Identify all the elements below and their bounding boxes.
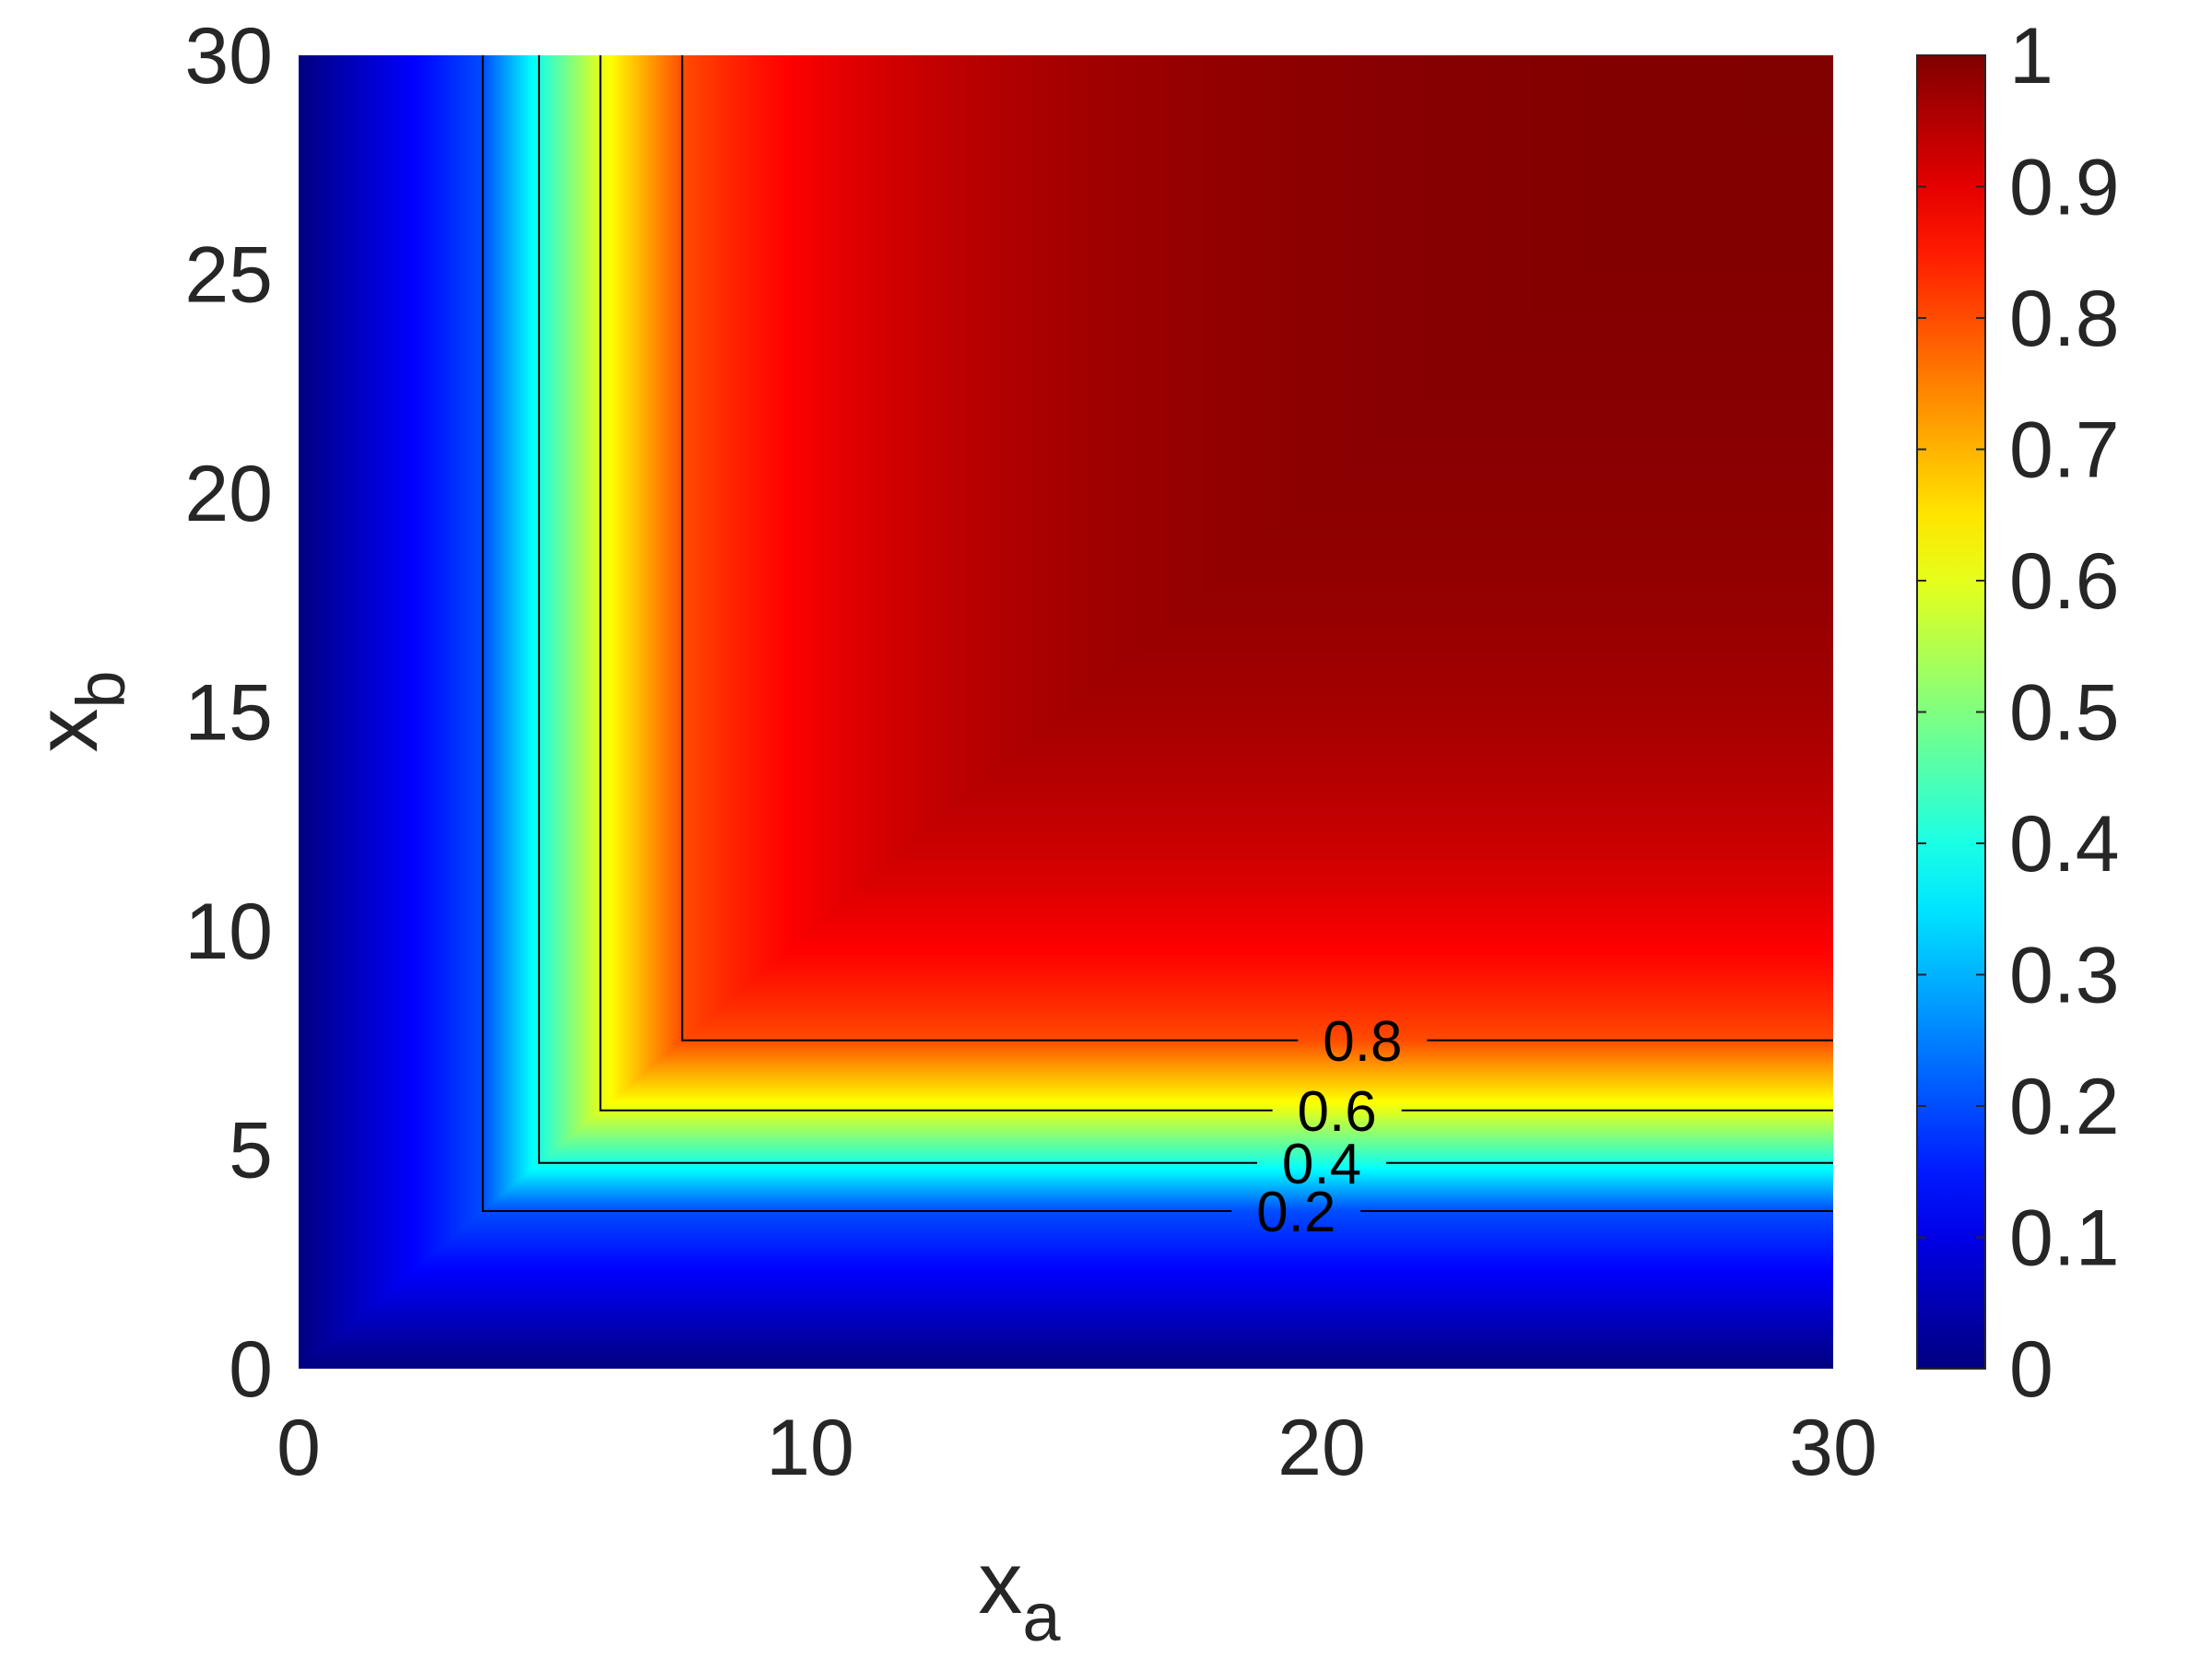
- x-axis-label: xa: [978, 1534, 1061, 1655]
- colorbar-tick-label: 0.6: [2009, 537, 2120, 626]
- y-tick-label: 5: [229, 1107, 273, 1195]
- y-tick-label: 15: [184, 669, 273, 758]
- y-axis-label: xb: [18, 670, 139, 752]
- colorbar-tick-label: 0.7: [2009, 406, 2120, 495]
- contour-lines: [481, 55, 1833, 1212]
- x-tick-label: 10: [766, 1404, 854, 1492]
- colorbar-gradient: [1916, 54, 1986, 1370]
- contour-line-0.8: [681, 55, 1833, 1041]
- contour-label-0.4: 0.4: [1282, 1133, 1361, 1196]
- contour-line-0.6: [599, 55, 1833, 1112]
- y-tick-label: 30: [184, 12, 273, 100]
- colorbar-tick-label: 0.3: [2009, 932, 2120, 1020]
- heatmap-image: [299, 55, 1833, 1369]
- contour-label-0.2: 0.2: [1256, 1181, 1335, 1244]
- y-tick-label: 20: [184, 450, 273, 538]
- x-tick-label: 20: [1277, 1404, 1366, 1492]
- contour-label-0.6: 0.6: [1298, 1080, 1377, 1144]
- colorbar-tick-label: 1: [2009, 12, 2053, 100]
- colorbar-tick-label: 0.4: [2009, 800, 2120, 888]
- y-tick-label: 25: [184, 231, 273, 320]
- x-tick-label: 0: [276, 1404, 321, 1492]
- colorbar-tick-label: 0.8: [2009, 275, 2120, 363]
- contour-label-0.8: 0.8: [1323, 1010, 1402, 1074]
- colorbar-tick-label: 0.9: [2009, 144, 2120, 232]
- colorbar-tick-label: 0: [2009, 1325, 2053, 1414]
- contour-line-0.2: [481, 55, 1833, 1212]
- contour-line-0.4: [537, 55, 1833, 1164]
- colorbar-ticks: 0 0.1 0.2 0.3 0.4 0.5 0.6 0.7 0.8 0.9 1: [1917, 12, 2120, 1414]
- y-axis-ticks: 0 5 10 15 20 25 30: [184, 12, 273, 1414]
- colorbar: 0 0.1 0.2 0.3 0.4 0.5 0.6 0.7 0.8 0.9 1: [1916, 12, 2120, 1414]
- x-axis-ticks: 0 10 20 30: [276, 1404, 1877, 1492]
- y-tick-label: 10: [184, 888, 273, 976]
- colorbar-tick-label: 0.5: [2009, 669, 2120, 758]
- contour-labels: 0.20.40.60.8: [1256, 1010, 1402, 1244]
- plot-area-frame: [299, 55, 1833, 1369]
- colorbar-tick-label: 0.2: [2009, 1063, 2120, 1151]
- y-tick-label: 0: [229, 1325, 273, 1414]
- x-tick-label: 30: [1789, 1404, 1877, 1492]
- colorbar-tick-label: 0.1: [2009, 1194, 2120, 1283]
